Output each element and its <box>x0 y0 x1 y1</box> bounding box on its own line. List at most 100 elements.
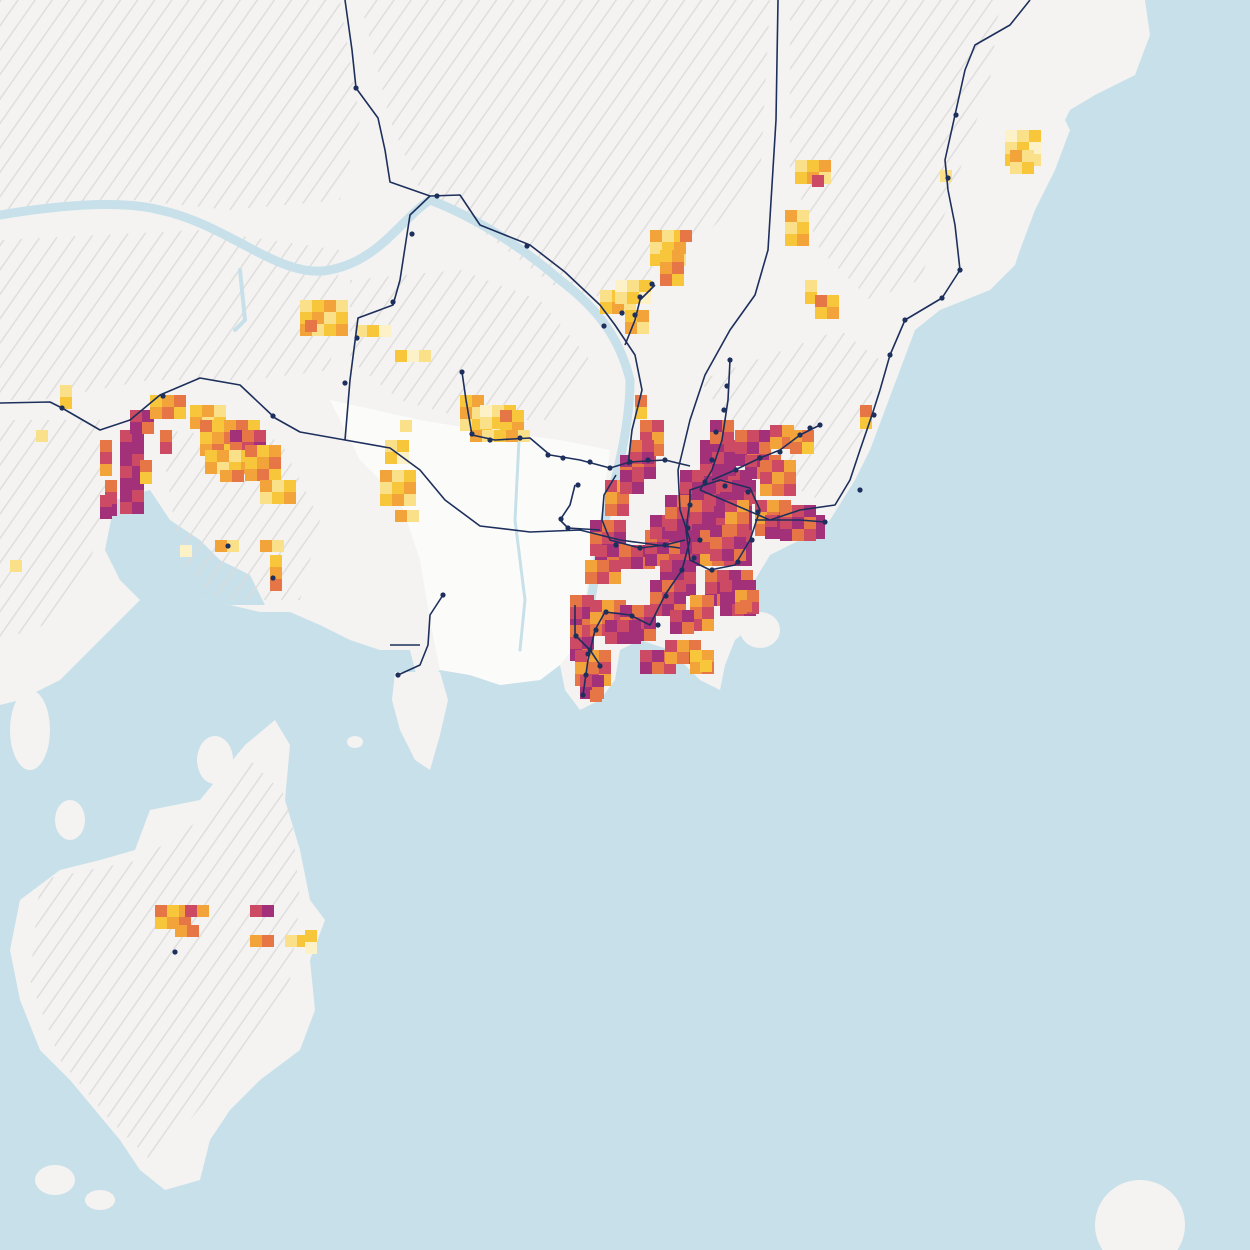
density-cell <box>257 445 269 457</box>
density-cell <box>690 662 702 674</box>
rail-station-marker[interactable] <box>440 592 446 598</box>
rail-station-marker[interactable] <box>953 112 959 118</box>
rail-station-marker[interactable] <box>733 467 739 473</box>
density-cell <box>324 300 336 312</box>
rail-station-marker[interactable] <box>902 317 908 323</box>
rail-station-marker[interactable] <box>637 294 643 300</box>
rail-station-marker[interactable] <box>575 482 581 488</box>
rail-station-marker[interactable] <box>957 267 963 273</box>
rail-station-marker[interactable] <box>270 413 276 419</box>
rail-station-marker[interactable] <box>945 175 951 181</box>
rail-station-marker[interactable] <box>822 519 828 525</box>
rail-station-marker[interactable] <box>613 542 619 548</box>
rail-station-marker[interactable] <box>524 243 530 249</box>
density-cell <box>575 650 587 662</box>
rail-station-marker[interactable] <box>587 647 593 653</box>
density-cell <box>860 405 872 417</box>
density-cell <box>772 484 784 496</box>
rail-station-marker[interactable] <box>727 357 733 363</box>
rail-station-marker[interactable] <box>645 457 651 463</box>
rail-station-marker[interactable] <box>583 672 589 678</box>
rail-station-marker[interactable] <box>459 369 465 375</box>
rail-station-marker[interactable] <box>627 459 633 465</box>
rail-station-marker[interactable] <box>342 380 348 386</box>
rail-station-marker[interactable] <box>655 622 661 628</box>
rail-station-marker[interactable] <box>632 312 638 318</box>
density-cell <box>710 525 722 537</box>
density-cell <box>250 905 262 917</box>
density-cell <box>665 652 677 664</box>
rail-station-marker[interactable] <box>709 567 715 573</box>
rail-station-marker[interactable] <box>603 609 609 615</box>
rail-station-marker[interactable] <box>702 479 708 485</box>
rail-station-marker[interactable] <box>354 335 360 341</box>
density-cell <box>710 432 722 444</box>
rail-station-marker[interactable] <box>395 672 401 678</box>
rail-station-marker[interactable] <box>607 465 613 471</box>
rail-station-marker[interactable] <box>469 431 475 437</box>
rail-station-marker[interactable] <box>735 559 741 565</box>
rail-station-marker[interactable] <box>573 633 579 639</box>
rail-station-marker[interactable] <box>434 193 440 199</box>
rail-station-marker[interactable] <box>517 435 523 441</box>
density-cell <box>570 637 582 649</box>
rail-station-marker[interactable] <box>59 405 65 411</box>
rail-station-marker[interactable] <box>679 567 685 573</box>
rail-station-marker[interactable] <box>225 543 231 549</box>
rail-station-marker[interactable] <box>697 537 703 543</box>
rail-station-marker[interactable] <box>560 455 566 461</box>
rail-station-marker[interactable] <box>685 525 691 531</box>
rail-station-marker[interactable] <box>580 692 586 698</box>
rail-station-marker[interactable] <box>749 537 755 543</box>
rail-station-marker[interactable] <box>487 437 493 443</box>
rail-station-marker[interactable] <box>817 422 823 428</box>
rail-station-marker[interactable] <box>597 663 603 669</box>
rail-station-marker[interactable] <box>593 627 599 633</box>
rail-station-marker[interactable] <box>721 407 727 413</box>
rail-station-marker[interactable] <box>807 425 813 431</box>
rail-station-marker[interactable] <box>857 487 863 493</box>
rail-station-marker[interactable] <box>601 323 607 329</box>
rail-station-marker[interactable] <box>353 85 359 91</box>
land-island-south <box>392 672 448 770</box>
rail-station-marker[interactable] <box>709 457 715 463</box>
rail-station-marker[interactable] <box>713 429 719 435</box>
rail-station-marker[interactable] <box>757 455 763 461</box>
rail-station-marker[interactable] <box>270 575 276 581</box>
density-cell <box>737 524 749 536</box>
rail-station-marker[interactable] <box>637 545 643 551</box>
density-cell <box>36 430 48 442</box>
rail-station-marker[interactable] <box>722 483 728 489</box>
rail-station-marker[interactable] <box>797 432 803 438</box>
rail-station-marker[interactable] <box>939 295 945 301</box>
density-cell <box>100 464 112 476</box>
rail-station-marker[interactable] <box>662 542 668 548</box>
rail-station-marker[interactable] <box>662 457 668 463</box>
rail-stations <box>59 85 963 955</box>
rail-station-marker[interactable] <box>558 516 564 522</box>
rail-station-marker[interactable] <box>724 383 730 389</box>
rail-station-marker[interactable] <box>390 299 396 305</box>
rail-station-marker[interactable] <box>172 949 178 955</box>
rail-station-marker[interactable] <box>663 593 669 599</box>
density-cell <box>744 580 756 592</box>
rail-station-marker[interactable] <box>160 393 166 399</box>
rail-station-marker[interactable] <box>777 449 783 455</box>
rail-station-marker[interactable] <box>545 452 551 458</box>
rail-station-marker[interactable] <box>619 310 625 316</box>
rail-station-marker[interactable] <box>755 509 761 515</box>
rail-station-marker[interactable] <box>887 352 893 358</box>
rail-station-marker[interactable] <box>585 651 591 657</box>
rail-station-marker[interactable] <box>691 555 697 561</box>
rail-station-marker[interactable] <box>587 459 593 465</box>
rail-station-marker[interactable] <box>649 281 655 287</box>
rail-station-marker[interactable] <box>687 502 693 508</box>
rail-station-marker[interactable] <box>409 231 415 237</box>
rail-station-marker[interactable] <box>565 525 571 531</box>
rail-station-marker[interactable] <box>871 412 877 418</box>
density-cell <box>100 495 112 507</box>
rail-station-marker[interactable] <box>629 613 635 619</box>
rail-station-marker[interactable] <box>745 489 751 495</box>
